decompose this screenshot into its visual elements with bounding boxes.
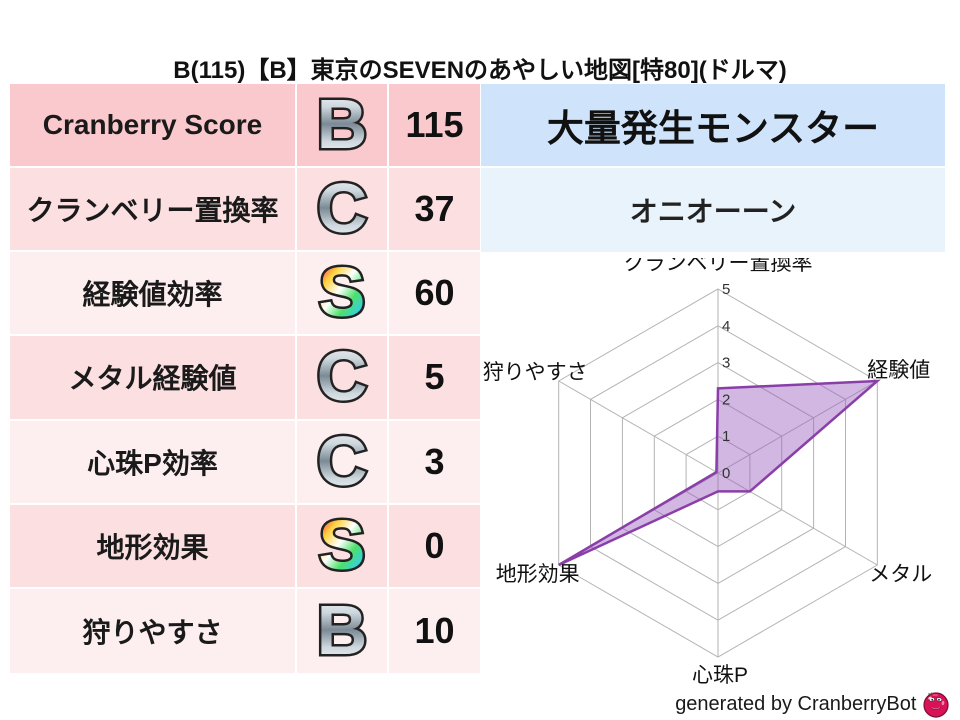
svg-text:5: 5	[722, 281, 730, 298]
svg-text:B: B	[317, 88, 368, 162]
svg-text:2: 2	[722, 391, 730, 408]
svg-text:1: 1	[722, 428, 730, 445]
svg-text:心珠P: 心珠P	[692, 664, 748, 687]
svg-text:メタル: メタル	[869, 563, 932, 586]
svg-text:C: C	[317, 172, 368, 246]
svg-text:3: 3	[722, 355, 730, 372]
svg-text:4: 4	[722, 318, 730, 335]
svg-text:0: 0	[722, 465, 730, 482]
svg-text:地形効果: 地形効果	[496, 563, 580, 586]
svg-text:経験値: 経験値	[867, 359, 930, 382]
svg-text:狩りやすさ: 狩りやすさ	[483, 361, 588, 384]
svg-text:クランベリー置換率: クランベリー置換率	[624, 258, 813, 275]
